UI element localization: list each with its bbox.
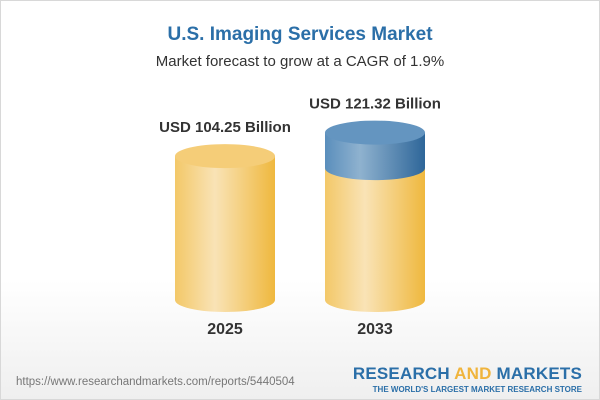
data-label: USD 104.25 Billion [159, 119, 291, 136]
category-label: 2025 [207, 321, 243, 338]
growth-segment [325, 132, 425, 181]
logo-text: RESEARCH [352, 364, 455, 383]
cylinder-body [175, 156, 275, 312]
logo-text: MARKETS [491, 364, 582, 383]
chart-title: U.S. Imaging Services Market [167, 24, 433, 45]
cylinder-top [325, 120, 425, 145]
data-label: USD 121.32 Billion [309, 96, 441, 113]
logo-text: AND [454, 364, 492, 383]
source-url[interactable]: https://www.researchandmarkets.com/repor… [16, 376, 295, 388]
chart-subtitle: Market forecast to grow at a CAGR of 1.9… [155, 53, 445, 70]
category-label: 2033 [357, 321, 393, 338]
logo-tagline: THE WORLD'S LARGEST MARKET RESEARCH STOR… [372, 385, 582, 394]
research-and-markets-logo: RESEARCH AND MARKETS THE WORLD'S LARGEST… [353, 364, 582, 394]
cylinder-top [175, 144, 275, 169]
